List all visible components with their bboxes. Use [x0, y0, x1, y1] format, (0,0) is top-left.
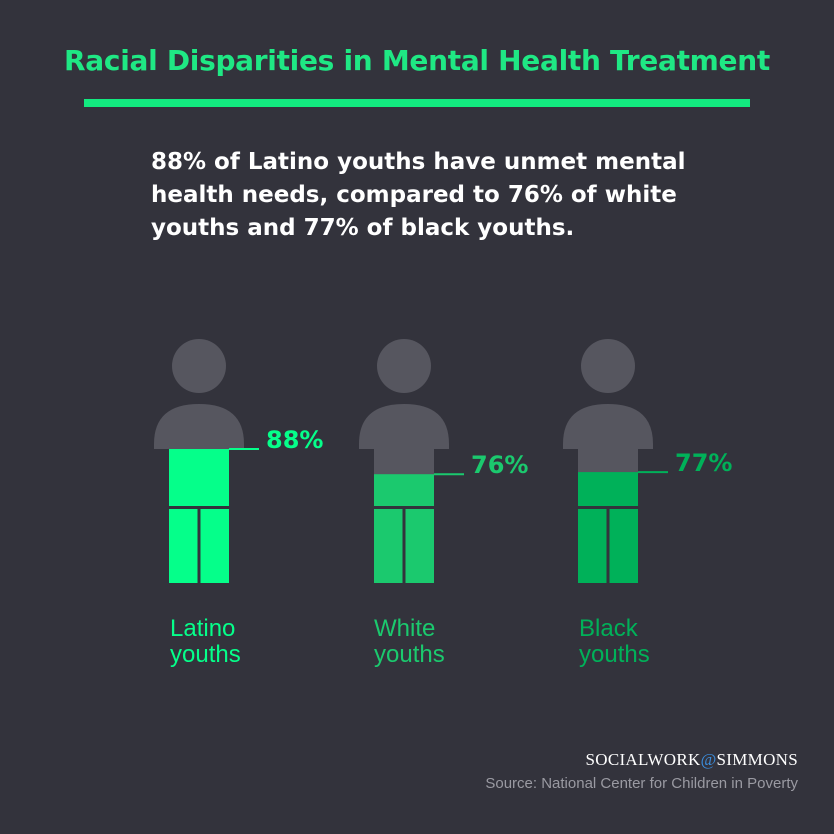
person-head [377, 339, 431, 393]
leg-gap [606, 509, 610, 583]
data-label: 88% [266, 426, 323, 454]
leg-gap [197, 509, 201, 583]
category-label-line: White [374, 615, 436, 642]
title-underline [84, 99, 750, 107]
waist-gap [578, 506, 638, 509]
category-label-black: Black youths [579, 616, 650, 668]
subtitle-line: health needs, compared to 76% of white [151, 182, 677, 208]
person-shoulders [359, 404, 449, 449]
subtitle: 88% of Latino youths have unmet mental h… [151, 146, 711, 245]
data-label: 77% [675, 449, 732, 477]
source-note: Source: National Center for Children in … [485, 775, 798, 792]
brand-logo: SOCIALWORK@SIMMONS [585, 750, 798, 770]
category-label-line: youths [374, 641, 445, 668]
subtitle-line: youths and 77% of black youths. [151, 215, 575, 241]
person-shoulders [563, 404, 653, 449]
brand-text: SIMMONS [716, 750, 798, 769]
category-label-latino: Latino youths [170, 616, 241, 668]
leg-gap [402, 509, 406, 583]
category-label-line: Black [579, 615, 638, 642]
subtitle-line: 88% of Latino youths have unmet mental [151, 149, 686, 175]
person-head [172, 339, 226, 393]
category-label-white: White youths [374, 616, 445, 668]
waist-gap [374, 506, 434, 509]
category-label-line: youths [170, 641, 241, 668]
waist-gap [169, 506, 229, 509]
person-shoulders [154, 404, 244, 449]
brand-at: @ [700, 750, 717, 769]
page-title: Racial Disparities in Mental Health Trea… [64, 44, 770, 77]
data-label: 76% [471, 451, 528, 479]
category-label-line: youths [579, 641, 650, 668]
person-head [581, 339, 635, 393]
category-label-line: Latino [170, 615, 236, 642]
brand-text: SOCIALWORK [585, 750, 701, 769]
